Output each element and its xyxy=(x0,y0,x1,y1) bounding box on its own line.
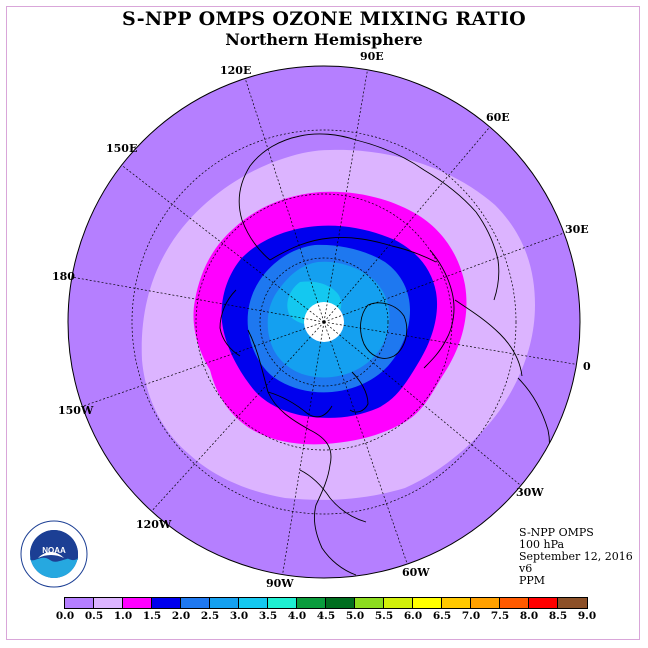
coastlines xyxy=(219,133,551,576)
colorbar-tick-label: 5.0 xyxy=(345,610,365,622)
lon-label-0: 0 xyxy=(583,360,591,373)
meridians xyxy=(68,66,580,578)
colorbar-swatch xyxy=(558,598,587,608)
lon-label-60e: 60E xyxy=(486,111,510,124)
colorbar xyxy=(64,597,588,609)
colorbar-tick-label: 7.0 xyxy=(461,610,481,622)
colorbar-ticks: 0.0 0.5 1.0 1.5 2.0 2.5 3.0 3.5 4.0 4.5 5.0 5.5 6.0 6… xyxy=(0,610,648,624)
colorbar-swatch xyxy=(181,598,210,608)
lon-label-30e: 30E xyxy=(565,223,589,236)
units-label: PPM xyxy=(519,574,546,587)
colorbar-tick-label: 1.0 xyxy=(113,610,133,622)
lon-label-120e: 120E xyxy=(220,64,251,77)
colorbar-swatch xyxy=(123,598,152,608)
colorbar-tick-label: 3.0 xyxy=(229,610,249,622)
colorbar-swatch xyxy=(94,598,123,608)
colorbar-swatch xyxy=(413,598,442,608)
info-block: S-NPP OMPS 100 hPa September 12, 2016 v6… xyxy=(519,527,633,587)
svg-text:NOAA: NOAA xyxy=(42,546,66,555)
colorbar-tick-label: 5.5 xyxy=(374,610,394,622)
colorbar-tick-label: 4.5 xyxy=(316,610,336,622)
latitude-circles xyxy=(131,129,517,515)
colorbar-swatch xyxy=(326,598,355,608)
colorbar-swatch xyxy=(65,598,94,608)
date-label: September 12, 2016 xyxy=(519,550,633,563)
colorbar-swatch xyxy=(471,598,500,608)
version-label: v6 xyxy=(519,562,533,575)
colorbar-tick-label: 8.5 xyxy=(548,610,568,622)
colorbar-tick-label: 2.5 xyxy=(200,610,220,622)
colorbar-swatch xyxy=(210,598,239,608)
lon-label-180: 180 xyxy=(52,270,75,283)
colorbar-tick-label: 2.0 xyxy=(171,610,191,622)
colorbar-swatch xyxy=(152,598,181,608)
map-subtitle: Northern Hemisphere xyxy=(225,30,423,49)
lon-label-90e: 90E xyxy=(360,50,384,63)
instrument-label: S-NPP OMPS xyxy=(519,526,594,539)
lon-label-150e: 150E xyxy=(106,142,137,155)
lon-label-30w: 30W xyxy=(516,486,544,499)
pressure-level: 100 hPa xyxy=(519,538,565,551)
colorbar-swatch xyxy=(529,598,558,608)
colorbar-tick-label: 4.0 xyxy=(287,610,307,622)
colorbar-swatch xyxy=(384,598,413,608)
colorbar-swatch xyxy=(442,598,471,608)
noaa-logo: NOAA xyxy=(20,520,88,588)
colorbar-tick-label: 1.5 xyxy=(142,610,162,622)
colorbar-swatch xyxy=(239,598,268,608)
colorbar-tick-label: 3.5 xyxy=(258,610,278,622)
colorbar-swatch xyxy=(297,598,326,608)
lon-label-120w: 120W xyxy=(136,518,172,531)
lon-label-150w: 150W xyxy=(58,404,94,417)
colorbar-swatch xyxy=(268,598,297,608)
colorbar-tick-label: 9.0 xyxy=(577,610,597,622)
figure-frame xyxy=(6,6,640,640)
colorbar-tick-label: 0.0 xyxy=(55,610,75,622)
colorbar-swatch xyxy=(500,598,529,608)
lon-label-60w: 60W xyxy=(402,566,430,579)
colorbar-tick-label: 8.0 xyxy=(519,610,539,622)
map-boundary xyxy=(67,65,581,579)
colorbar-tick-label: 6.5 xyxy=(432,610,452,622)
lon-label-90w: 90W xyxy=(266,577,294,590)
colorbar-tick-label: 6.0 xyxy=(403,610,423,622)
colorbar-swatch xyxy=(355,598,384,608)
map-title: S-NPP OMPS OZONE MIXING RATIO xyxy=(121,8,527,30)
colorbar-tick-label: 7.5 xyxy=(490,610,510,622)
colorbar-tick-label: 0.5 xyxy=(84,610,104,622)
